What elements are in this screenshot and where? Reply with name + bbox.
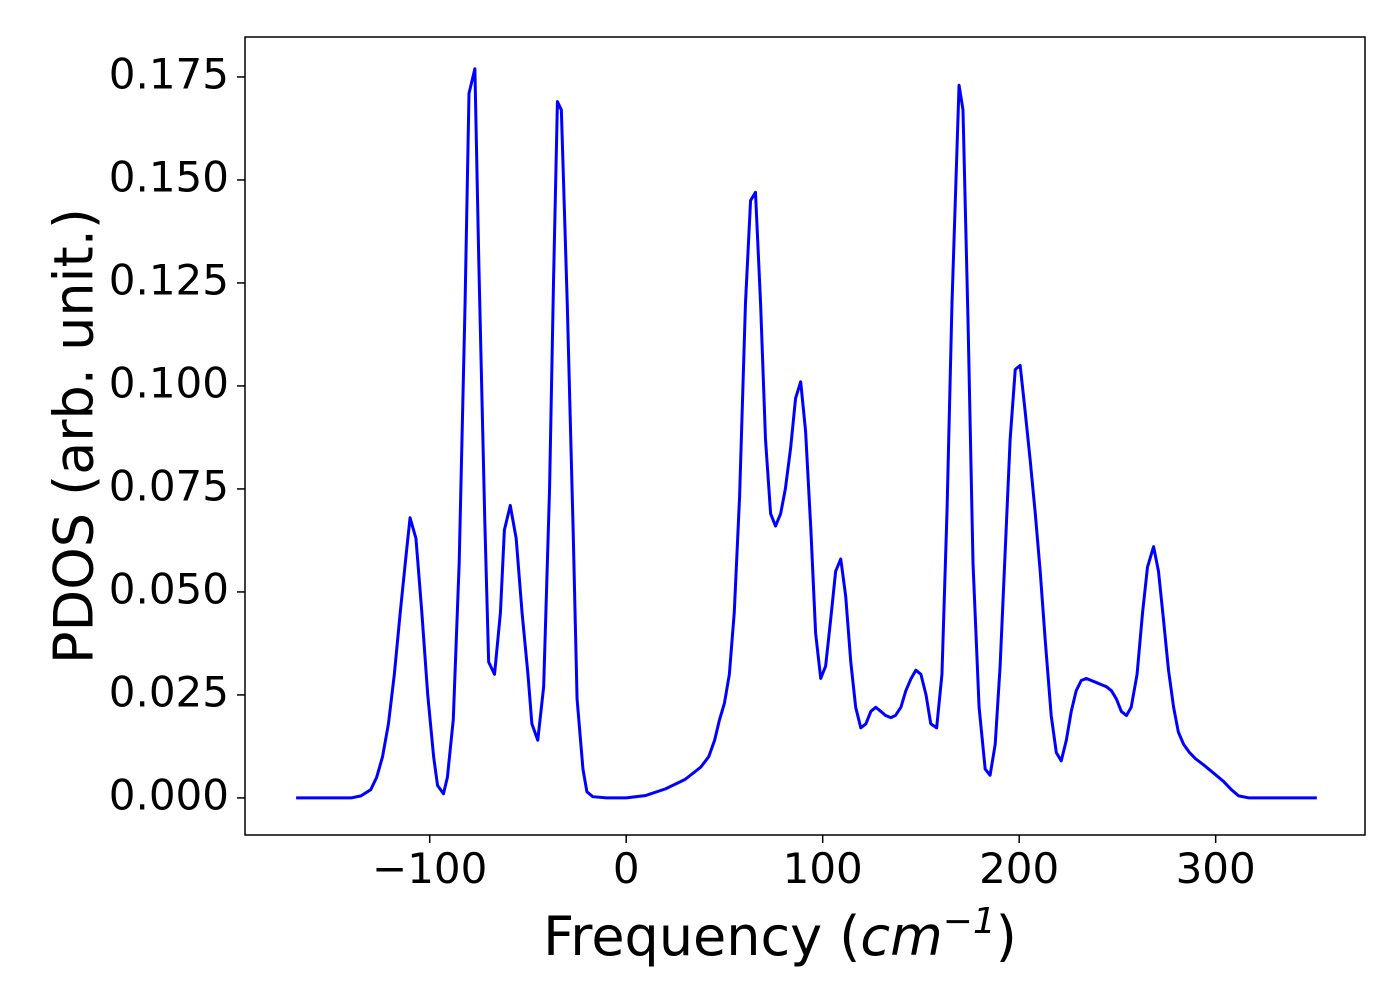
x-tick-label: 0	[613, 844, 640, 893]
x-label-sup: −1	[943, 901, 996, 942]
x-label-close: )	[996, 905, 1017, 968]
y-tick-label: 0.050	[109, 564, 229, 613]
data-line	[296, 67, 1317, 800]
y-tick-label: 0.000	[109, 770, 229, 819]
y-tick-label: 0.075	[109, 461, 229, 510]
y-axis-label: PDOS (arb. unit.)	[43, 208, 106, 664]
y-tick-label: 0.125	[109, 255, 229, 304]
y-tick-label: 0.150	[109, 152, 229, 201]
x-label-text: Frequency (	[543, 905, 860, 968]
x-tick-label: −100	[372, 844, 487, 893]
y-tick-label: 0.175	[109, 49, 229, 98]
y-tick-label: 0.025	[109, 667, 229, 716]
y-tick-label: 0.100	[109, 358, 229, 407]
x-tick-label: 200	[979, 844, 1059, 893]
plot-frame	[244, 36, 1366, 836]
x-label-math: cm	[860, 905, 942, 968]
x-tick-label: 100	[783, 844, 863, 893]
x-axis-label: Frequency (cm−1)	[543, 901, 1017, 968]
x-tick-label: 300	[1176, 844, 1256, 893]
